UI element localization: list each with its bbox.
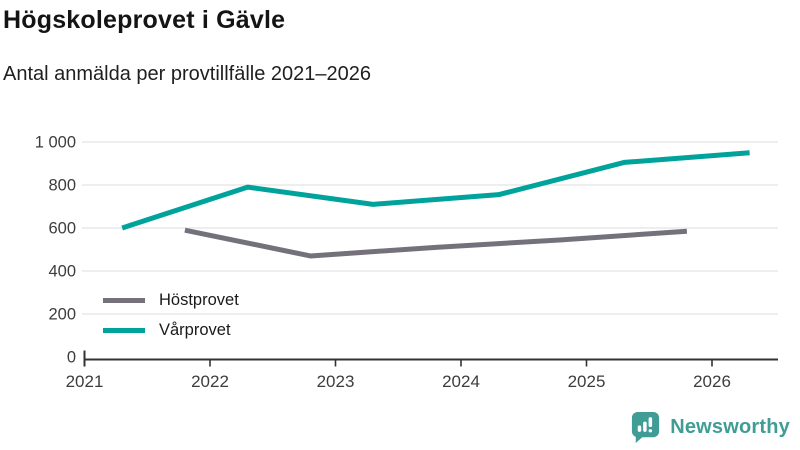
legend-swatch-varprovet: [103, 328, 145, 333]
chart-title: Högskoleprovet i Gävle: [3, 6, 286, 34]
x-axis-tick-label: 2021: [66, 372, 104, 391]
x-axis-tick-label: 2024: [442, 372, 480, 391]
x-axis-tick-label: 2025: [568, 372, 606, 391]
y-axis-tick-label: 600: [48, 220, 76, 238]
legend-item-varprovet: Vårprovet: [97, 318, 251, 343]
y-axis-tick-label: 400: [48, 263, 76, 281]
x-axis-tick-label: 2023: [317, 372, 355, 391]
legend-swatch-hostprovet: [103, 298, 145, 303]
x-axis-tick-label: 2022: [191, 372, 229, 391]
legend-item-hostprovet: Höstprovet: [97, 288, 251, 313]
newsworthy-logo[interactable]: Newsworthy: [629, 410, 790, 444]
y-axis-tick-label: 0: [67, 349, 76, 367]
series-line-vrprovet: [121, 150, 750, 231]
legend-label-varprovet: Vårprovet: [159, 321, 231, 339]
legend: Höstprovet Vårprovet: [97, 288, 251, 348]
bar-chart-speech-bubble-icon: [632, 411, 660, 444]
legend-label-hostprovet: Höstprovet: [159, 291, 239, 309]
brand-name: Newsworthy: [670, 415, 790, 438]
chart-subtitle: Antal anmälda per provtillfälle 2021–202…: [3, 63, 372, 85]
y-axis-tick-label: 800: [48, 177, 76, 195]
y-axis-tick-label: 200: [48, 306, 76, 324]
series-line-hstprovet: [184, 227, 688, 259]
y-axis-tick-label: 1 000: [35, 134, 76, 152]
x-axis-tick-label: 2026: [693, 372, 731, 391]
